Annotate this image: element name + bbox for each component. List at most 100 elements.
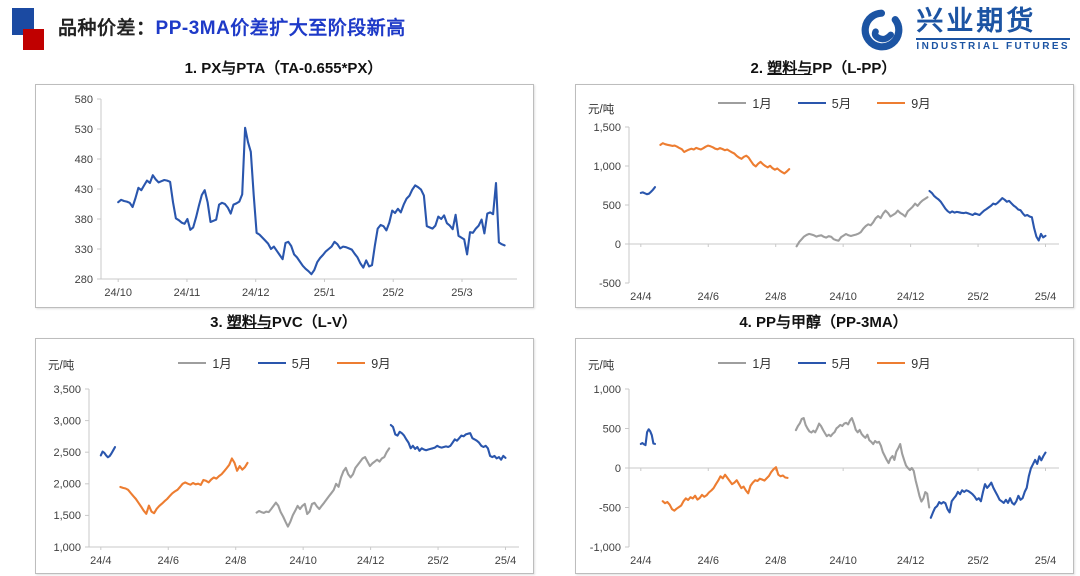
plot-svg: 280 330 380 430 480 530 580 24/10 24/11 24/12 25/1… <box>75 94 517 299</box>
x-tick-label: 24/10 <box>104 287 132 299</box>
legend-swatch <box>178 361 207 364</box>
x-tick-label: 24/12 <box>897 555 925 567</box>
legend-item-1月: 1月 <box>178 353 232 372</box>
y-tick-label: 530 <box>75 124 93 136</box>
y-tick-label: 0 <box>615 463 621 475</box>
x-tick-label: 24/6 <box>158 555 179 567</box>
y-tick-label: 1,500 <box>593 122 621 134</box>
legend-item-9月: 9月 <box>877 93 931 112</box>
x-tick-label: 25/2 <box>383 287 404 299</box>
legend-item-9月: 9月 <box>877 353 931 372</box>
x-tick-label: 25/2 <box>967 291 988 303</box>
legend-item-5月: 5月 <box>797 93 852 112</box>
legend-item-9月: 9月 <box>337 353 391 372</box>
y-tick-label: 330 <box>75 244 93 256</box>
y-tick-label: 3,500 <box>53 384 81 396</box>
legend-label: 9月 <box>371 357 391 371</box>
y-tick-label: 3,000 <box>53 415 81 427</box>
x-tick-label: 24/12 <box>897 291 925 303</box>
series-line-5月 <box>99 446 117 459</box>
legend-item-1月: 1月 <box>718 353 772 372</box>
x-tick-label: 24/11 <box>174 287 201 299</box>
y-tick-label: -500 <box>599 278 621 290</box>
legend-label: 1月 <box>212 357 232 371</box>
x-tick-label: 24/6 <box>698 291 719 303</box>
legend-item-5月: 5月 <box>257 353 311 372</box>
y-axis-unit-label: 元/吨 <box>588 104 615 116</box>
series-line-9月 <box>119 457 249 515</box>
x-tick-label: 24/12 <box>242 287 270 299</box>
y-tick-label: 1,500 <box>53 510 81 522</box>
x-tick-label: 25/3 <box>451 287 472 299</box>
x-tick-label: 25/4 <box>1035 291 1056 303</box>
plot-svg: -500 0 500 1,000 1,500 24/4 24/6 24/8 24/10 24/12… <box>593 122 1059 303</box>
legend-label: 1月 <box>752 97 772 111</box>
chart-px-pta: 280 330 380 430 480 530 580 24/10 24/11 24/12 25/1… <box>35 84 534 308</box>
series-line-TA-0.655*PX <box>117 126 506 276</box>
series-line-5月 <box>639 186 657 196</box>
legend-label: 5月 <box>831 357 852 371</box>
y-tick-label: 2,000 <box>53 479 81 491</box>
plot-svg: -1,000 -500 0 500 1,000 24/4 24/6 24/8 24/10 24/1… <box>590 384 1059 567</box>
x-tick-label: 24/8 <box>225 555 246 567</box>
brand-mark-red-square <box>23 29 44 50</box>
logo-chinese-name: 兴业期货 <box>916 6 1037 36</box>
y-tick-label: 500 <box>603 423 621 435</box>
x-tick-label: 24/8 <box>765 291 786 303</box>
x-tick-label: 25/2 <box>427 555 448 567</box>
y-tick-label: 0 <box>615 239 621 251</box>
series-line-5月 <box>639 428 657 447</box>
x-tick-label: 24/12 <box>357 555 385 567</box>
y-tick-label: 1,000 <box>593 161 621 173</box>
page-title: 品种价差：PP-3MA价差扩大至阶段新高 <box>58 13 406 40</box>
legend-swatch <box>877 101 906 104</box>
x-tick-label: 25/2 <box>967 555 988 567</box>
x-tick-label: 24/6 <box>698 555 719 567</box>
section-label: 品种价差： <box>58 18 156 39</box>
chart-title-l-v: 3. 塑料与PVC（L-V） <box>210 314 357 331</box>
y-tick-label: 580 <box>75 94 93 106</box>
legend-swatch <box>797 101 826 104</box>
chart-legend: 1月 5月 9月 <box>576 353 1073 372</box>
x-tick-label: 24/8 <box>765 555 786 567</box>
y-tick-label: 480 <box>75 154 93 166</box>
plot-svg: 1,000 1,500 2,000 2,500 3,000 3,500 24/4 24/6 24… <box>53 384 519 567</box>
series-line-1月 <box>255 447 391 528</box>
legend-swatch <box>877 361 906 364</box>
y-tick-label: 1,000 <box>593 384 621 396</box>
chart-l-pp: -500 0 500 1,000 1,500 24/4 24/6 24/8 24/10 24/12… <box>575 84 1074 308</box>
x-tick-label: 24/4 <box>630 291 651 303</box>
legend-label: 5月 <box>831 97 852 111</box>
y-tick-label: 500 <box>603 200 621 212</box>
headline: PP-3MA价差扩大至阶段新高 <box>155 18 406 39</box>
y-tick-label: 1,000 <box>53 542 81 554</box>
legend-label: 9月 <box>911 97 931 111</box>
y-tick-label: 280 <box>75 274 93 286</box>
chart-l-v: 1,000 1,500 2,000 2,500 3,000 3,500 24/4 24/6 24… <box>35 338 534 574</box>
brand-mark-blue-square <box>12 8 34 35</box>
y-tick-label: -1,000 <box>590 542 621 554</box>
series-line-5月 <box>928 189 1047 242</box>
series-line-9月 <box>659 142 791 175</box>
x-tick-label: 24/10 <box>289 555 317 567</box>
x-tick-label: 24/10 <box>829 291 857 303</box>
chart-title-l-pp: 2. 塑料与PP（L-PP） <box>750 60 897 77</box>
legend-label: 9月 <box>911 357 931 371</box>
legend-swatch <box>797 361 826 364</box>
chart-pp-3ma: -1,000 -500 0 500 1,000 24/4 24/6 24/8 24/10 24/1… <box>575 338 1074 574</box>
x-tick-label: 24/4 <box>630 555 651 567</box>
legend-swatch <box>718 101 747 104</box>
x-tick-label: 25/4 <box>1035 555 1056 567</box>
legend-item-1月: 1月 <box>718 93 772 112</box>
series-line-5月 <box>389 423 507 461</box>
legend-item-5月: 5月 <box>797 353 852 372</box>
series-line-1月 <box>795 196 929 248</box>
legend-label: 1月 <box>752 357 772 371</box>
chart-title-px-pta: 1. PX与PTA（TA-0.655*PX） <box>184 60 383 77</box>
logo-english-name: INDUSTRIAL FUTURES <box>916 38 1070 52</box>
company-logo: 兴业期货 INDUSTRIAL FUTURES <box>856 6 1070 54</box>
y-tick-label: 430 <box>75 184 93 196</box>
series-line-5月 <box>929 451 1047 519</box>
y-axis-unit-label: 元/吨 <box>588 360 615 372</box>
legend-swatch <box>718 361 747 364</box>
